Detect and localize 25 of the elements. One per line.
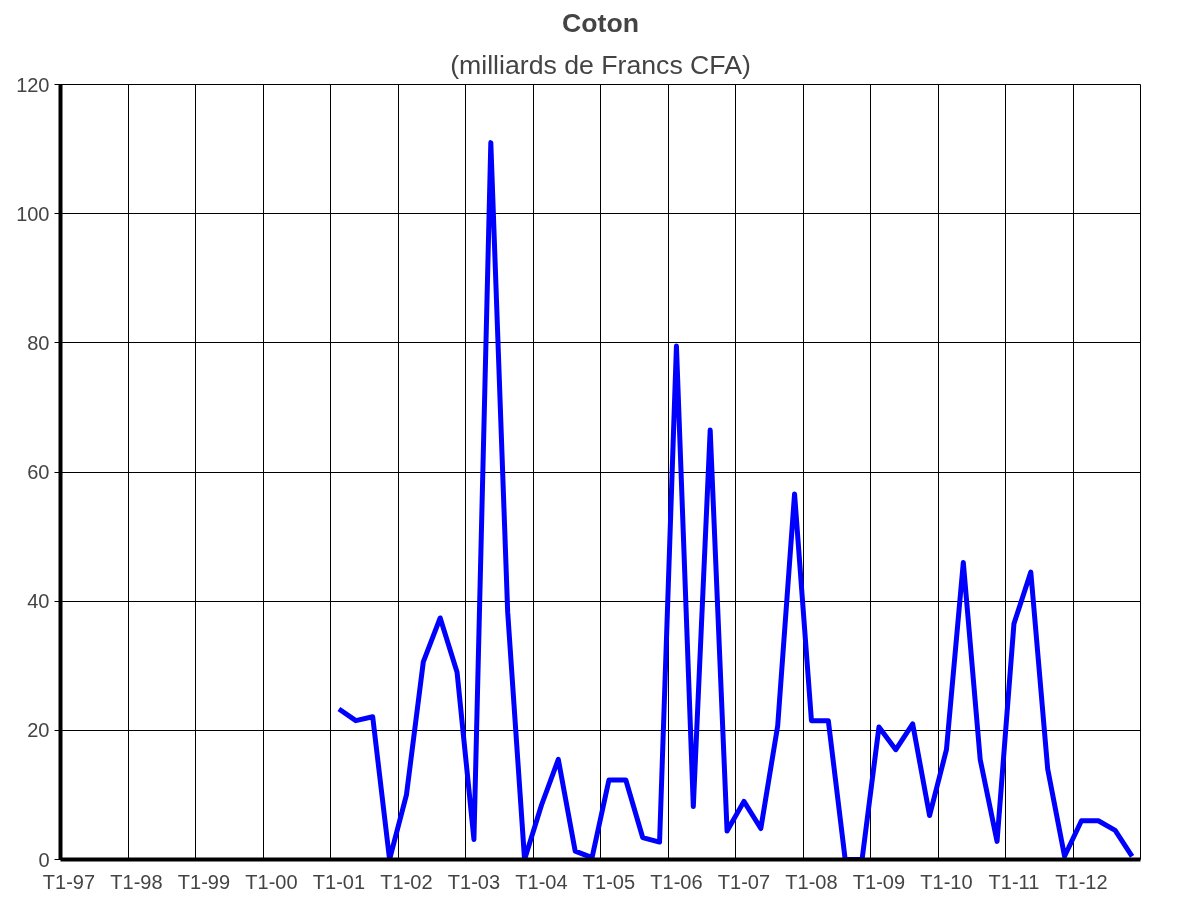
y-tick-label: 80 xyxy=(27,331,50,354)
x-tick-label: T1-02 xyxy=(380,870,433,893)
x-tick-label: T1-12 xyxy=(1055,870,1108,893)
y-tick-label: 120 xyxy=(16,73,50,96)
x-tick-label: T1-04 xyxy=(515,870,568,893)
x-tick-label: T1-97 xyxy=(42,870,96,893)
x-tick-label: T1-11 xyxy=(988,870,1040,893)
x-tick-label: T1-98 xyxy=(110,870,163,893)
chart-subtitle: (milliards de Francs CFA) xyxy=(450,49,751,80)
y-tick-label: 100 xyxy=(16,202,50,225)
x-tick-label: T1-07 xyxy=(717,870,771,893)
x-tick-label: T1-10 xyxy=(920,870,973,893)
x-tick-label: T1-05 xyxy=(582,870,636,893)
y-tick-label: 20 xyxy=(27,719,50,742)
y-tick-label: 60 xyxy=(27,461,50,483)
x-tick-label: T1-00 xyxy=(245,870,298,893)
y-tick-label: 0 xyxy=(38,848,50,871)
x-tick-label: T1-01 xyxy=(312,870,366,893)
chart-title: Coton xyxy=(562,7,639,38)
x-tick-label: T1-03 xyxy=(447,870,501,893)
x-tick-label: T1-99 xyxy=(177,870,231,893)
x-tick-label: T1-06 xyxy=(650,870,703,893)
y-tick-label: 40 xyxy=(27,590,50,613)
x-tick-label: T1-09 xyxy=(852,870,906,893)
x-tick-label: T1-08 xyxy=(785,870,838,893)
